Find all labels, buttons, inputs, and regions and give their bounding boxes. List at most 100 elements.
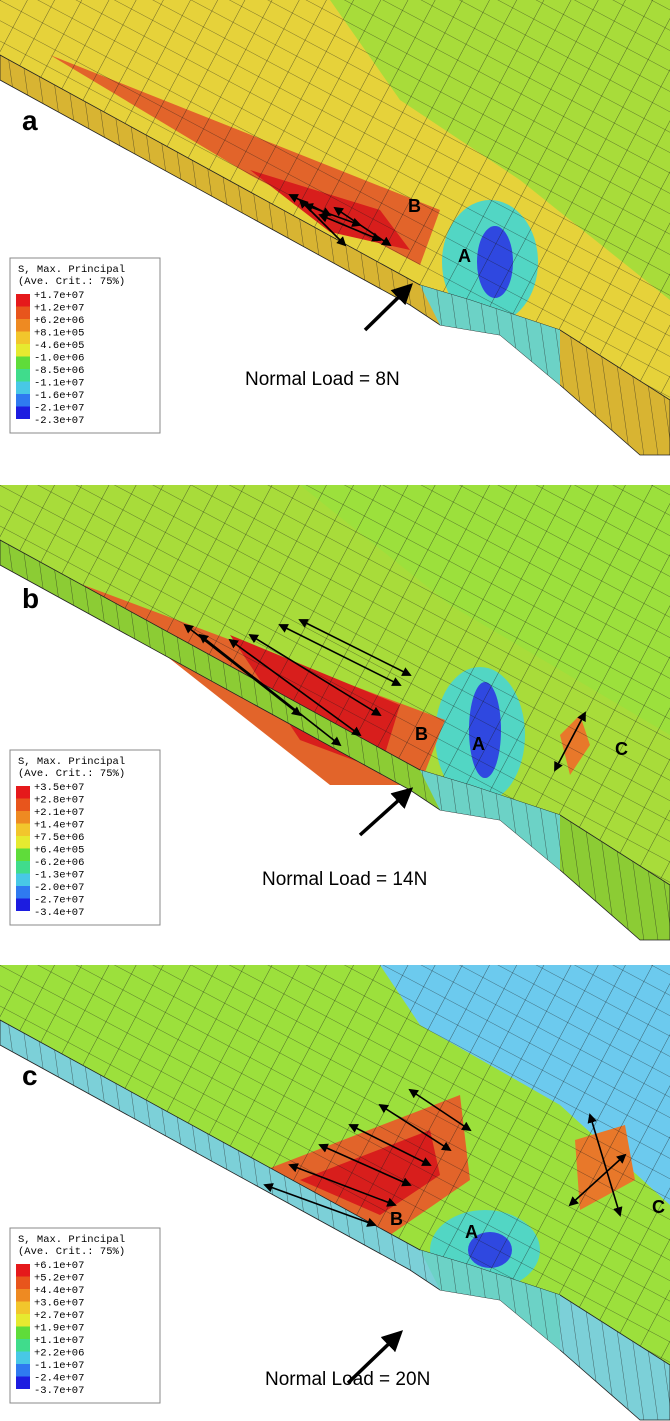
panel-label: a bbox=[22, 105, 38, 136]
legend-swatch bbox=[16, 848, 30, 861]
legend-swatch bbox=[16, 319, 30, 332]
legend-swatch bbox=[16, 836, 30, 849]
legend-swatch bbox=[16, 898, 30, 911]
legend-value: -2.1e+07 bbox=[34, 403, 84, 415]
stress-arrow bbox=[408, 1088, 472, 1132]
legend-swatch bbox=[16, 1314, 30, 1327]
legend-value: +3.5e+07 bbox=[34, 782, 84, 794]
legend-swatch bbox=[16, 406, 30, 419]
legend-swatch bbox=[16, 1289, 30, 1302]
legend-swatch bbox=[16, 886, 30, 899]
panel: c B A C Normal Load = 20N S, Max. Principal(A… bbox=[0, 965, 670, 1421]
stress-arrow bbox=[298, 198, 347, 247]
legend-value: +6.4e+05 bbox=[34, 845, 84, 857]
panel-label: c bbox=[22, 1060, 38, 1091]
legend-value: +2.2e+06 bbox=[34, 1348, 84, 1360]
caption: Normal Load = 20N bbox=[265, 1369, 430, 1390]
pointer-arrow bbox=[358, 787, 414, 837]
legend-value: +1.2e+07 bbox=[34, 303, 84, 315]
point-label: C bbox=[615, 739, 628, 759]
caption: Normal Load = 8N bbox=[245, 369, 400, 390]
legend-swatch bbox=[16, 306, 30, 319]
legend: S, Max. Principal(Ave. Crit.: 75%) +6.1e+… bbox=[9, 1227, 161, 1404]
point-label: A bbox=[458, 246, 471, 266]
legend-value: -2.4e+07 bbox=[34, 1373, 84, 1385]
legend-box bbox=[9, 749, 161, 926]
legend: S, Max. Principal(Ave. Crit.: 75%) +1.7e+… bbox=[9, 257, 161, 434]
legend-swatch bbox=[16, 294, 30, 307]
legend-value: +1.4e+07 bbox=[34, 820, 84, 832]
legend-value: -3.7e+07 bbox=[34, 1385, 84, 1397]
legend-swatch bbox=[16, 381, 30, 394]
legend-swatch bbox=[16, 356, 30, 369]
legend-value: -1.1e+07 bbox=[34, 1360, 84, 1372]
legend-value: -3.4e+07 bbox=[34, 907, 84, 919]
legend: S, Max. Principal(Ave. Crit.: 75%) +3.5e+… bbox=[9, 749, 161, 926]
pointer-arrow bbox=[363, 283, 414, 332]
legend-swatch bbox=[16, 369, 30, 382]
point-label: A bbox=[465, 1222, 478, 1242]
legend-value: +1.7e+07 bbox=[34, 290, 84, 302]
legend-title: S, Max. Principal bbox=[18, 756, 125, 768]
legend-title: S, Max. Principal bbox=[18, 1234, 125, 1246]
legend-swatch bbox=[16, 1351, 30, 1364]
legend-swatch bbox=[16, 798, 30, 811]
legend-value: +2.1e+07 bbox=[34, 807, 84, 819]
side-mesh bbox=[0, 55, 670, 455]
stress-arrow bbox=[298, 619, 412, 676]
legend-swatch bbox=[16, 1339, 30, 1352]
legend-swatch bbox=[16, 344, 30, 357]
legend-swatch bbox=[16, 1301, 30, 1314]
legend-value: -8.5e+06 bbox=[34, 365, 84, 377]
stress-arrow bbox=[554, 711, 586, 772]
legend-box bbox=[9, 1227, 161, 1404]
legend-box bbox=[9, 257, 161, 434]
stress-arrow bbox=[587, 1113, 623, 1217]
legend-value: +5.2e+07 bbox=[34, 1273, 84, 1285]
legend-value: +2.8e+07 bbox=[34, 795, 84, 807]
pointer-arrow bbox=[346, 1330, 404, 1385]
legend-swatch bbox=[16, 823, 30, 836]
legend-subtitle: (Ave. Crit.: 75%) bbox=[18, 276, 125, 288]
legend-swatch bbox=[16, 394, 30, 407]
legend-value: +3.6e+07 bbox=[34, 1298, 84, 1310]
legend-value: -4.6e+05 bbox=[34, 340, 84, 352]
legend-value: +1.1e+07 bbox=[34, 1335, 84, 1347]
legend-swatch bbox=[16, 811, 30, 824]
legend-value: +2.7e+07 bbox=[34, 1310, 84, 1322]
legend-subtitle: (Ave. Crit.: 75%) bbox=[18, 768, 125, 780]
point-label: B bbox=[390, 1209, 403, 1229]
legend-swatch bbox=[16, 861, 30, 874]
legend-value: +6.1e+07 bbox=[34, 1260, 84, 1272]
point-label: C bbox=[652, 1197, 665, 1217]
legend-swatch bbox=[16, 1276, 30, 1289]
legend-subtitle: (Ave. Crit.: 75%) bbox=[18, 1246, 125, 1258]
legend-value: -1.0e+06 bbox=[34, 353, 84, 365]
legend-value: -2.3e+07 bbox=[34, 415, 84, 427]
legend-value: -1.3e+07 bbox=[34, 870, 84, 882]
legend-value: -2.0e+07 bbox=[34, 882, 84, 894]
legend-swatch bbox=[16, 331, 30, 344]
point-label: B bbox=[415, 724, 428, 744]
panel: b B A C Normal Load = 14N S, Max. Principal(A… bbox=[0, 485, 670, 941]
legend-value: +4.4e+07 bbox=[34, 1285, 84, 1297]
legend-value: +1.9e+07 bbox=[34, 1323, 84, 1335]
legend-swatch bbox=[16, 1376, 30, 1389]
legend-title: S, Max. Principal bbox=[18, 264, 125, 276]
legend-swatch bbox=[16, 786, 30, 799]
legend-value: +8.1e+05 bbox=[34, 328, 84, 340]
point-label: A bbox=[472, 734, 485, 754]
legend-value: -6.2e+06 bbox=[34, 857, 84, 869]
legend-swatch bbox=[16, 873, 30, 886]
legend-value: +7.5e+06 bbox=[34, 832, 84, 844]
point-label: B bbox=[408, 196, 421, 216]
panel-label: b bbox=[22, 583, 39, 614]
caption: Normal Load = 14N bbox=[262, 869, 427, 890]
legend-value: -1.1e+07 bbox=[34, 378, 84, 390]
legend-value: +6.2e+06 bbox=[34, 315, 84, 327]
legend-swatch bbox=[16, 1326, 30, 1339]
legend-value: -1.6e+07 bbox=[34, 390, 84, 402]
panel: a B A Normal Load = 8N S, Max. Principal(Ave… bbox=[0, 0, 670, 456]
